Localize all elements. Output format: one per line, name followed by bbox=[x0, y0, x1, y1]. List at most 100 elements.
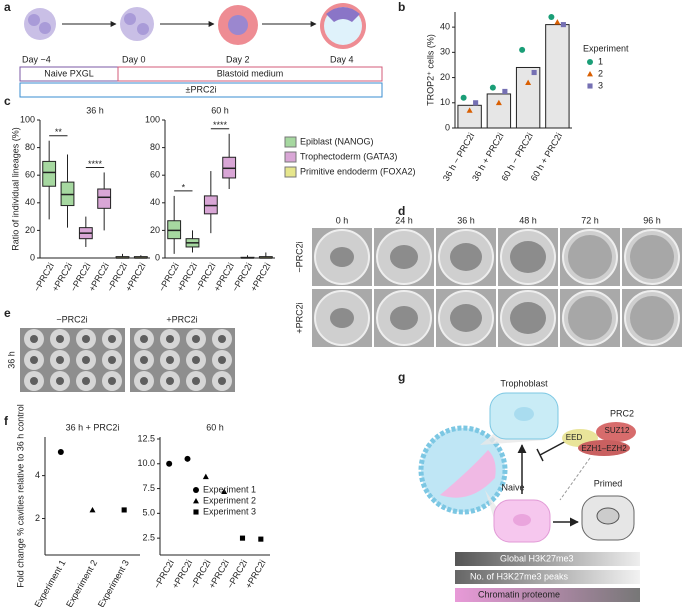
cell bbox=[39, 22, 51, 34]
point bbox=[184, 455, 191, 462]
y-tick-label: 100 bbox=[20, 114, 35, 124]
legend-label: Experiment 1 bbox=[203, 484, 256, 494]
blastoid bbox=[82, 356, 90, 364]
blastoid bbox=[82, 335, 90, 343]
blastoid bbox=[390, 306, 418, 330]
point bbox=[89, 506, 96, 513]
blastoid bbox=[450, 304, 482, 332]
bar bbox=[457, 104, 482, 129]
point bbox=[554, 19, 561, 25]
legend-label: 3 bbox=[598, 80, 603, 90]
y-tick-label: 5.0 bbox=[142, 508, 155, 518]
y-tick-label: 7.5 bbox=[142, 483, 155, 493]
day-label: Day 2 bbox=[226, 54, 250, 64]
point bbox=[202, 473, 209, 480]
inhibition-bar bbox=[536, 448, 544, 462]
timepoint-label: 36 h bbox=[457, 215, 475, 225]
significance-label: **** bbox=[213, 120, 228, 130]
legend-marker bbox=[193, 498, 199, 504]
point bbox=[519, 46, 526, 53]
blastoid bbox=[30, 335, 38, 343]
legend-label: Primitive endoderm (FOXA2) bbox=[300, 166, 416, 176]
subunit-label: EZH1–EZH2 bbox=[581, 444, 627, 453]
point bbox=[502, 88, 508, 94]
inhibition bbox=[539, 439, 569, 456]
bar bbox=[486, 93, 512, 129]
cell bbox=[124, 13, 136, 25]
y-tick-label: 0 bbox=[30, 252, 35, 262]
media-label: Naive PXGL bbox=[44, 68, 94, 78]
chart-title: 60 h bbox=[211, 105, 229, 115]
chart-title: 36 h bbox=[86, 105, 104, 115]
gradient-label: Chromatin proteome bbox=[478, 589, 560, 599]
y-tick-label: 2 bbox=[35, 513, 40, 523]
blastoid bbox=[630, 296, 674, 340]
y-axis-label: TROP2⁺ cells (%) bbox=[425, 34, 435, 106]
cell bbox=[28, 14, 40, 26]
box bbox=[97, 188, 112, 209]
legend-swatch bbox=[284, 166, 297, 178]
y-tick-label: 0 bbox=[445, 122, 450, 132]
panel-e: −PRC2i +PRC2i 36 h bbox=[6, 314, 235, 392]
y-tick-label: 10.0 bbox=[137, 458, 155, 468]
inner-cell-mass bbox=[326, 7, 360, 22]
y-axis-label: Fold change % cavities relative to 36 h … bbox=[15, 404, 25, 588]
x-tick-label: Experiment 3 bbox=[96, 558, 131, 607]
row-label: +PRC2i bbox=[294, 302, 304, 333]
cell-label: Trophoblast bbox=[500, 378, 548, 388]
bar bbox=[515, 66, 541, 129]
point bbox=[548, 14, 555, 21]
legend-marker bbox=[587, 59, 593, 65]
point bbox=[495, 99, 502, 106]
significance-label: **** bbox=[88, 159, 103, 169]
y-tick-label: 40 bbox=[25, 197, 35, 207]
blastoid bbox=[390, 245, 418, 269]
point bbox=[57, 449, 64, 456]
blastoid bbox=[140, 356, 148, 364]
media-label: Blastoid medium bbox=[217, 68, 284, 78]
chart-title: 60 h bbox=[206, 422, 224, 432]
point bbox=[121, 507, 127, 513]
legend-label: Epiblast (NANOG) bbox=[300, 136, 374, 146]
legend-title: Experiment bbox=[583, 43, 629, 53]
y-tick-label: 100 bbox=[145, 114, 160, 124]
condition-label: −PRC2i bbox=[56, 314, 87, 324]
point bbox=[489, 84, 496, 91]
panel-label: f bbox=[4, 414, 9, 428]
blastoid bbox=[418, 425, 508, 515]
panel-d: −PRC2i +PRC2i 0 h 24 h 36 h 48 h 72 h 96 h bbox=[294, 215, 682, 347]
blastoid bbox=[166, 335, 174, 343]
panel-g: Trophoblast PRC2 EED SUZ12 EZH1–EZH2 Nai… bbox=[418, 378, 640, 602]
blastoid bbox=[108, 356, 116, 364]
blastoid bbox=[568, 296, 612, 340]
timepoint-label: 96 h bbox=[643, 215, 661, 225]
suz12 bbox=[596, 422, 636, 442]
x-tick-label: Experiment 2 bbox=[64, 558, 99, 607]
complex-label: PRC2 bbox=[610, 408, 634, 418]
legend-label: 1 bbox=[598, 56, 603, 66]
legend-marker bbox=[193, 487, 199, 493]
legend-label: Trophectoderm (GATA3) bbox=[300, 151, 397, 161]
blastoid bbox=[192, 377, 200, 385]
panel-label: d bbox=[398, 204, 405, 218]
blastoid bbox=[192, 335, 200, 343]
blastoid bbox=[140, 377, 148, 385]
ezh bbox=[578, 440, 630, 456]
point bbox=[560, 22, 566, 28]
nucleus bbox=[513, 514, 531, 526]
panel-label: e bbox=[4, 306, 11, 320]
x-tick-label: 60 h + PRC2i bbox=[529, 131, 565, 183]
x-tick-label: Experiment 1 bbox=[32, 558, 67, 607]
y-tick-label: 40 bbox=[150, 197, 160, 207]
y-axis-label: Ratio of individual lineages (%) bbox=[10, 127, 20, 251]
gradient-label: No. of H3K27me3 peaks bbox=[470, 571, 569, 581]
treatment-box bbox=[19, 82, 383, 98]
panel-label: a bbox=[4, 0, 11, 14]
nucleus bbox=[596, 507, 620, 525]
legend-marker bbox=[587, 71, 593, 77]
legend-marker bbox=[193, 509, 199, 515]
y-tick-label: 0 bbox=[155, 252, 160, 262]
legend-swatch bbox=[284, 136, 297, 148]
legend-label: Experiment 3 bbox=[203, 506, 256, 516]
